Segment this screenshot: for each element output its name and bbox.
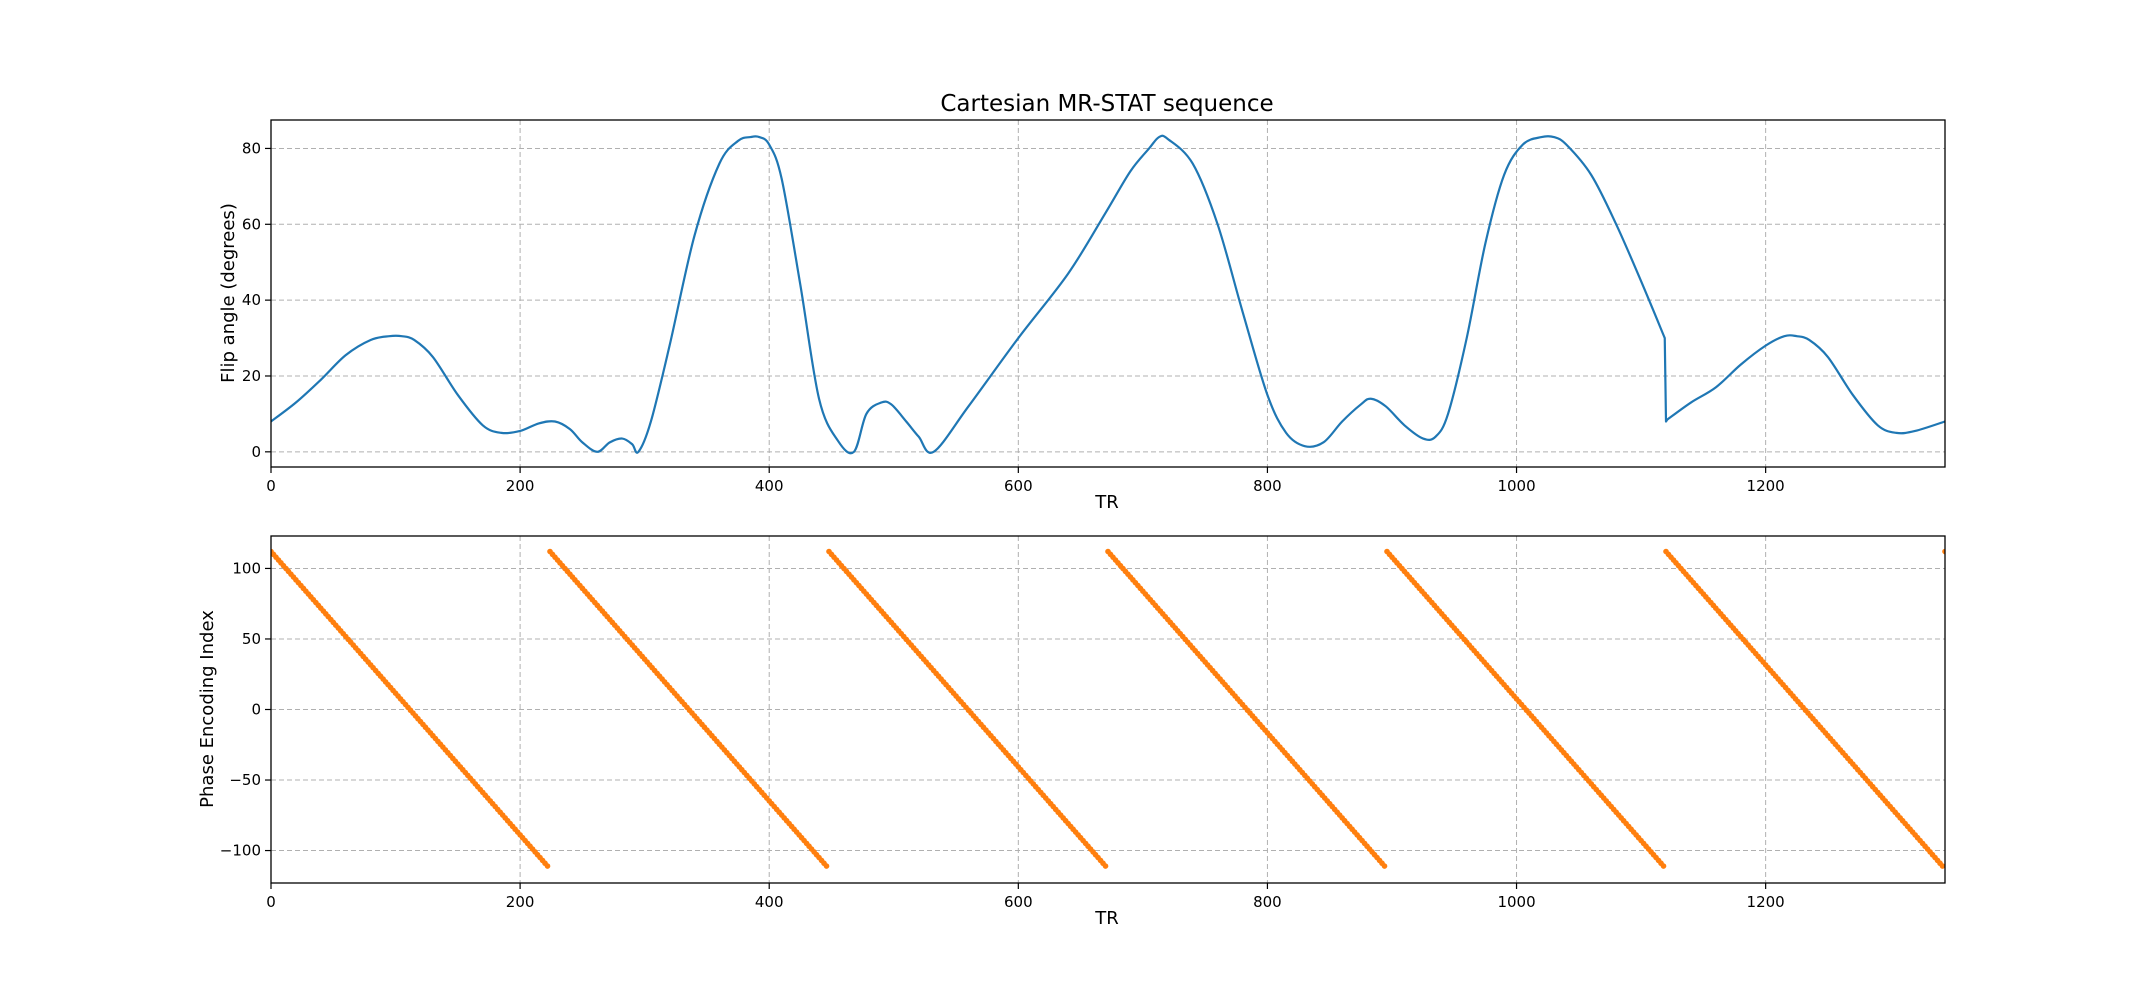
chart-title: Cartesian MR-STAT sequence — [940, 91, 1273, 117]
phase-encoding-series — [271, 548, 1945, 869]
phase-encoding-x-tick-label: 0 — [266, 893, 276, 911]
phase-encoding-point — [544, 863, 551, 869]
flip-angle-x-tick-label: 600 — [1004, 477, 1033, 495]
flip-angle-series — [271, 134, 1945, 455]
phase-encoding-y-tick-label: −50 — [229, 771, 261, 789]
flip-angle-y-tick-label: 0 — [251, 443, 261, 461]
phase-encoding-point — [1942, 548, 1945, 555]
flip-angle-axes-frame — [270, 119, 1946, 468]
flip-angle-xlabel: TR — [1094, 492, 1119, 513]
phase-encoding-ticks: 0 200 400 600 800 1000 1200 −100 −50 0 50 100 — [220, 559, 1785, 911]
flip-angle-ticks: 0 200 400 600 800 1000 1200 0 20 40 60 80 — [242, 139, 1785, 495]
phase-encoding-ylabel: Phase Encoding Index — [197, 610, 218, 808]
flip-angle-x-tick-label: 400 — [755, 477, 784, 495]
flip-angle-x-tick-label: 200 — [506, 477, 535, 495]
phase-encoding-x-tick-label: 1200 — [1747, 893, 1785, 911]
phase-encoding-y-tick-label: 100 — [232, 559, 261, 577]
phase-encoding-point — [1939, 863, 1945, 869]
flip-angle-x-tick-label: 1000 — [1497, 477, 1535, 495]
flip-angle-x-tick-label: 800 — [1253, 477, 1282, 495]
flip-angle-panel: Cartesian MR-STAT sequence 0 200 400 600 800… — [218, 91, 1946, 513]
phase-encoding-markers — [271, 548, 1945, 869]
phase-encoding-y-tick-label: 50 — [242, 630, 261, 648]
phase-encoding-panel: 0 200 400 600 800 1000 1200 −100 −50 0 50 100 TR Ph… — [197, 535, 1946, 929]
flip-angle-y-tick-label: 40 — [242, 291, 261, 309]
flip-angle-y-tick-label: 60 — [242, 215, 261, 233]
phase-encoding-x-tick-label: 800 — [1253, 893, 1282, 911]
flip-angle-y-tick-label: 20 — [242, 367, 261, 385]
phase-encoding-point — [823, 863, 830, 869]
phase-encoding-point — [1660, 863, 1667, 869]
flip-angle-y-tick-label: 80 — [242, 139, 261, 157]
flip-angle-line — [271, 134, 1945, 455]
phase-encoding-x-tick-label: 1000 — [1497, 893, 1535, 911]
phase-encoding-point — [1102, 863, 1109, 869]
flip-angle-x-tick-label: 1200 — [1747, 477, 1785, 495]
phase-encoding-y-tick-label: 0 — [251, 701, 261, 719]
phase-encoding-x-tick-label: 400 — [755, 893, 784, 911]
phase-encoding-point — [1381, 863, 1388, 869]
flip-angle-ylabel: Flip angle (degrees) — [218, 203, 239, 383]
flip-angle-x-tick-label: 0 — [266, 477, 276, 495]
phase-encoding-y-tick-label: −100 — [220, 842, 261, 860]
phase-encoding-x-tick-label: 600 — [1004, 893, 1033, 911]
phase-encoding-x-tick-label: 200 — [506, 893, 535, 911]
phase-encoding-xlabel: TR — [1094, 908, 1119, 929]
